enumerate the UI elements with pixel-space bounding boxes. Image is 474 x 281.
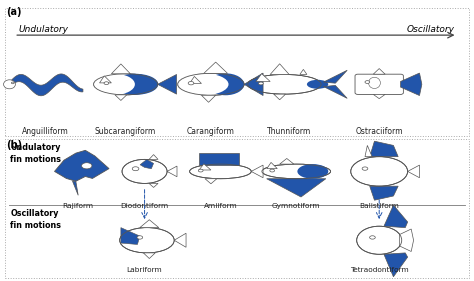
Polygon shape	[143, 253, 155, 259]
Text: Amiiform: Amiiform	[203, 203, 237, 209]
Polygon shape	[55, 150, 109, 181]
Ellipse shape	[137, 236, 143, 239]
Polygon shape	[266, 179, 326, 197]
Ellipse shape	[132, 167, 139, 171]
Polygon shape	[374, 69, 385, 74]
Ellipse shape	[270, 169, 274, 172]
Text: Balistiform: Balistiform	[359, 203, 399, 209]
Polygon shape	[370, 186, 398, 200]
Text: Thunniform: Thunniform	[267, 127, 311, 136]
Polygon shape	[121, 228, 140, 244]
Ellipse shape	[370, 236, 375, 239]
Text: (b): (b)	[6, 140, 22, 150]
Text: Undulatory: Undulatory	[19, 25, 69, 34]
Polygon shape	[204, 62, 228, 73]
Ellipse shape	[365, 81, 370, 83]
Polygon shape	[149, 155, 158, 159]
Text: Labriform: Labriform	[127, 267, 163, 273]
Polygon shape	[174, 233, 186, 247]
Polygon shape	[199, 153, 239, 165]
Polygon shape	[244, 73, 263, 96]
Polygon shape	[199, 164, 211, 170]
Ellipse shape	[11, 82, 14, 84]
Polygon shape	[251, 165, 263, 178]
Ellipse shape	[198, 169, 203, 172]
Ellipse shape	[362, 167, 368, 170]
Ellipse shape	[262, 164, 331, 179]
Polygon shape	[408, 165, 419, 178]
Ellipse shape	[104, 82, 109, 85]
Ellipse shape	[82, 163, 92, 169]
Ellipse shape	[188, 81, 194, 85]
Text: Undulatory
fin motions: Undulatory fin motions	[10, 143, 62, 164]
Polygon shape	[140, 220, 159, 228]
Polygon shape	[115, 95, 127, 101]
Ellipse shape	[307, 80, 328, 89]
Text: (a): (a)	[6, 7, 21, 17]
Text: Anguilliform: Anguilliform	[22, 127, 68, 136]
Ellipse shape	[258, 82, 263, 85]
Polygon shape	[399, 229, 413, 251]
Polygon shape	[323, 85, 347, 98]
Polygon shape	[205, 179, 217, 184]
Ellipse shape	[119, 228, 174, 253]
Polygon shape	[270, 64, 289, 74]
Polygon shape	[167, 166, 177, 177]
Ellipse shape	[351, 157, 408, 186]
FancyBboxPatch shape	[355, 74, 403, 94]
Text: Oscillatory: Oscillatory	[407, 25, 455, 34]
Ellipse shape	[4, 80, 15, 89]
Ellipse shape	[357, 226, 402, 254]
Text: Carangiform: Carangiform	[187, 127, 235, 136]
Polygon shape	[384, 253, 408, 277]
Text: Ostraciiform: Ostraciiform	[356, 127, 403, 136]
Text: Diodontiform: Diodontiform	[120, 203, 169, 209]
Ellipse shape	[178, 73, 244, 95]
Ellipse shape	[207, 73, 244, 95]
Text: Gymnotiform: Gymnotiform	[272, 203, 320, 209]
Polygon shape	[280, 158, 294, 164]
Ellipse shape	[93, 74, 135, 95]
Polygon shape	[256, 74, 270, 81]
Ellipse shape	[369, 77, 380, 89]
Polygon shape	[401, 73, 422, 96]
Polygon shape	[140, 159, 154, 169]
Polygon shape	[100, 76, 111, 83]
Polygon shape	[190, 76, 201, 83]
Polygon shape	[300, 69, 307, 74]
Polygon shape	[374, 94, 385, 99]
Polygon shape	[274, 94, 285, 100]
Ellipse shape	[122, 159, 167, 183]
Polygon shape	[267, 162, 277, 169]
Ellipse shape	[177, 73, 228, 95]
Polygon shape	[323, 70, 347, 83]
Polygon shape	[201, 95, 216, 102]
Polygon shape	[370, 141, 398, 157]
Text: Oscillatory
fin motions: Oscillatory fin motions	[10, 209, 62, 230]
Ellipse shape	[247, 74, 321, 94]
Ellipse shape	[112, 74, 158, 95]
Polygon shape	[9, 74, 83, 96]
Text: Tetraodontiform: Tetraodontiform	[350, 267, 409, 273]
Ellipse shape	[297, 164, 328, 179]
Polygon shape	[157, 74, 176, 94]
Polygon shape	[111, 64, 130, 74]
Text: Rajiform: Rajiform	[63, 203, 94, 209]
Text: Subcarangiform: Subcarangiform	[95, 127, 156, 136]
Ellipse shape	[93, 74, 157, 95]
Polygon shape	[384, 205, 408, 228]
Polygon shape	[149, 183, 158, 187]
Polygon shape	[73, 181, 78, 195]
Polygon shape	[365, 146, 372, 157]
Ellipse shape	[190, 164, 251, 179]
